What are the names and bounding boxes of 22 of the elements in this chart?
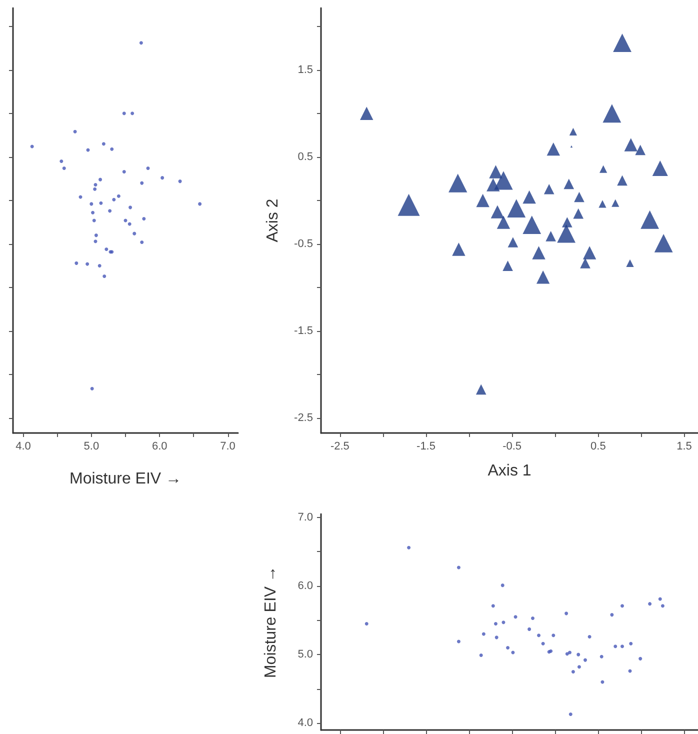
y-tick-label: 4.0 xyxy=(298,717,313,730)
y-tick-label: -2.5 xyxy=(294,412,313,424)
y-tick-label: 6.0 xyxy=(298,580,313,592)
y-tick-label: -0.5 xyxy=(294,238,313,250)
y-tick-label: 7.0 xyxy=(298,511,313,524)
x-tick-label: 1.5 xyxy=(676,440,692,452)
x-axis-title: Axis 1 xyxy=(488,462,532,480)
x-tick-label: -2.5 xyxy=(330,440,350,452)
x-tick-label: 0.5 xyxy=(590,440,606,452)
x-tick-label: 6.0 xyxy=(152,440,168,452)
x-tick-label: 7.0 xyxy=(220,440,236,452)
x-axis-title: Moisture EIV → xyxy=(69,470,182,488)
y-tick-label: 5.0 xyxy=(298,648,313,661)
x-tick-label: -1.5 xyxy=(416,440,436,452)
x-tick-label: 5.0 xyxy=(84,440,100,452)
x-tick-label: 4.0 xyxy=(16,440,31,452)
y-tick-label: 0.5 xyxy=(298,150,313,163)
x-tick-label: -0.5 xyxy=(502,440,522,452)
y-tick-label: 1.5 xyxy=(298,64,313,76)
y-axis-title: Moisture EIV → xyxy=(262,566,280,678)
y-tick-label: -1.5 xyxy=(294,325,313,338)
y-axis-title: Axis 2 xyxy=(264,198,282,242)
